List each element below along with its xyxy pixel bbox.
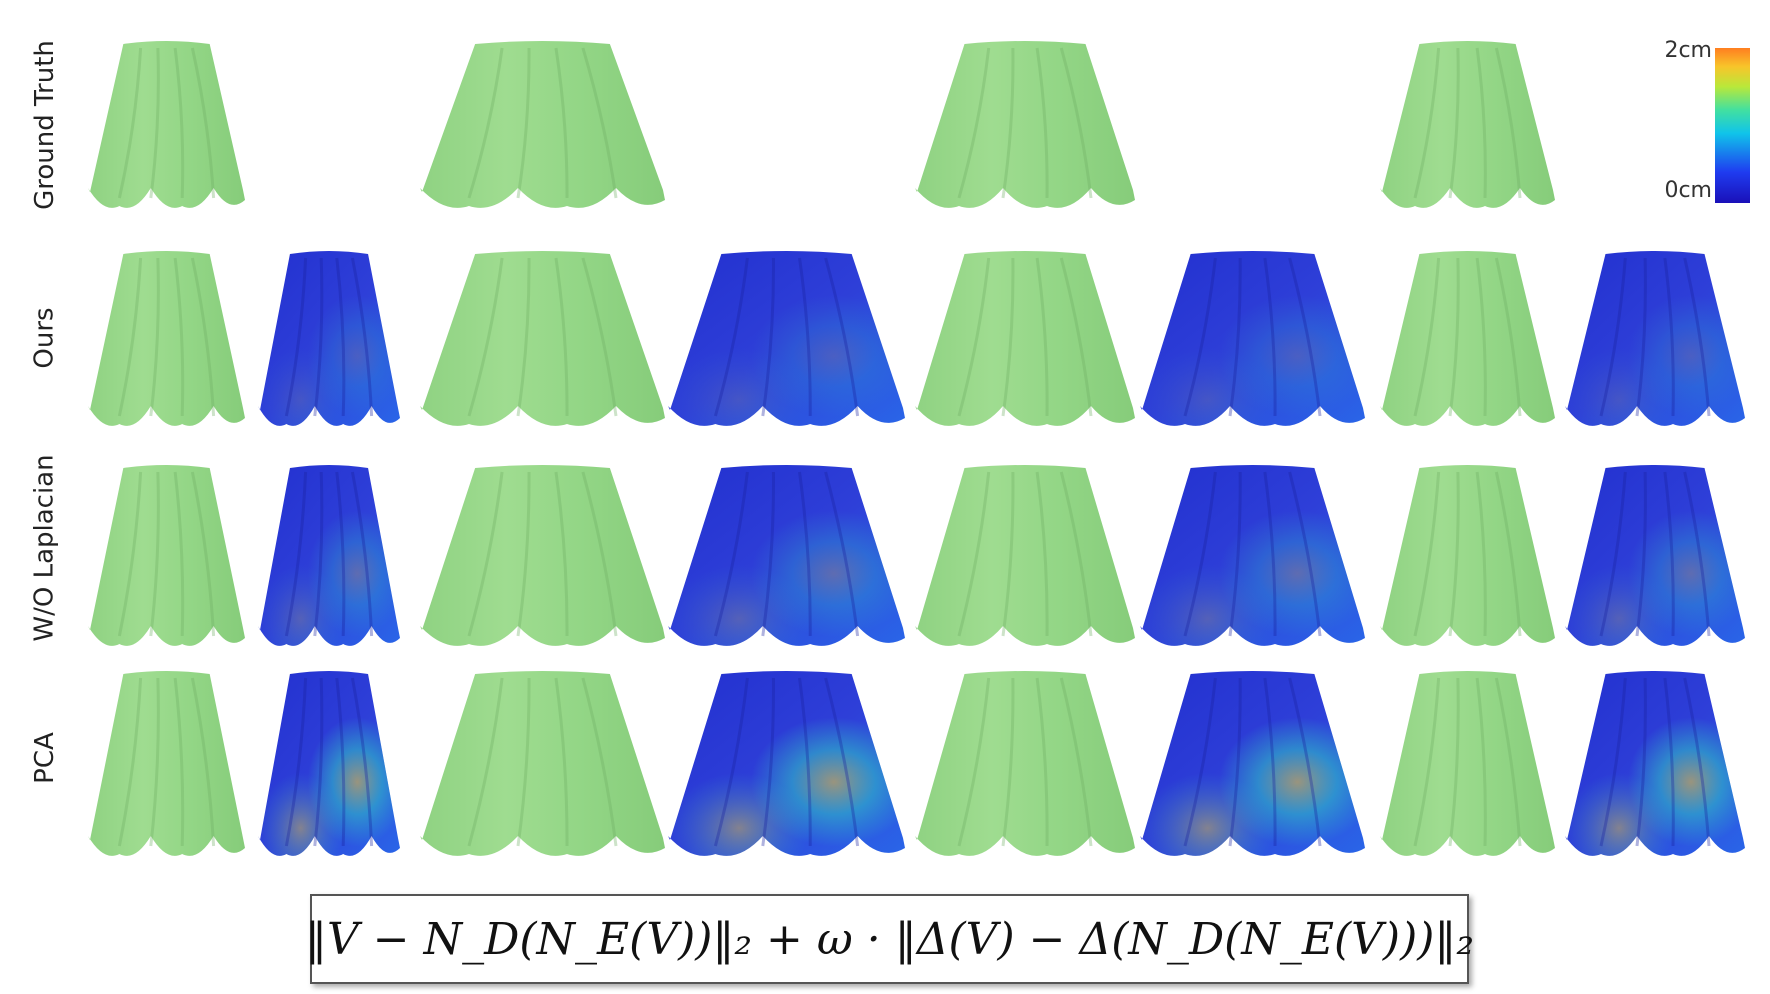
wo-laplacian-skirt-2-mesh — [420, 462, 665, 648]
ground-truth-skirt-3 — [915, 38, 1135, 210]
row-label-ground-truth: Ground Truth — [30, 40, 60, 210]
row-label-ours: Ours — [30, 306, 60, 369]
loss-formula-box: ‖V − N_D(N_E(V))‖₂ + ω · ‖Δ(V) − Δ(N_D(N… — [305, 894, 1474, 984]
ground-truth-skirt-2 — [420, 38, 665, 210]
ours-skirt-4-error-map — [1565, 248, 1745, 428]
ours-skirt-2-error-map — [668, 248, 905, 428]
wo-laplacian-skirt-1-mesh — [88, 462, 245, 648]
wo-laplacian-skirt-3-mesh — [915, 462, 1135, 648]
pca-skirt-3-mesh — [915, 668, 1135, 858]
pca-skirt-3-error-map — [1140, 668, 1365, 858]
pca-skirt-1-error-map — [258, 668, 400, 858]
pca-skirt-2-error-map — [668, 668, 905, 858]
ours-skirt-1-error-map — [258, 248, 400, 428]
ground-truth-skirt-4 — [1380, 38, 1555, 210]
colorbar-max-label: 2cm — [1664, 38, 1712, 63]
pca-skirt-1-mesh — [88, 668, 245, 858]
pca-skirt-4-error-map — [1565, 668, 1745, 858]
colorbar-min-label: 0cm — [1664, 178, 1712, 203]
pca-skirt-2-mesh — [420, 668, 665, 858]
ground-truth-skirt-1 — [88, 38, 245, 210]
pca-skirt-4-mesh — [1380, 668, 1555, 858]
ours-skirt-2-mesh — [420, 248, 665, 428]
ours-skirt-4-mesh — [1380, 248, 1555, 428]
wo-laplacian-skirt-3-error-map — [1140, 462, 1365, 648]
wo-laplacian-skirt-2-error-map — [668, 462, 905, 648]
row-label-pca: PCA — [30, 731, 60, 784]
wo-laplacian-skirt-4-error-map — [1565, 462, 1745, 648]
ours-skirt-3-mesh — [915, 248, 1135, 428]
ours-skirt-3-error-map — [1140, 248, 1365, 428]
row-label-wo-laplacian: W/O Laplacian — [30, 453, 60, 642]
wo-laplacian-skirt-1-error-map — [258, 462, 400, 648]
ours-skirt-1-mesh — [88, 248, 245, 428]
error-colorbar — [1715, 48, 1750, 203]
wo-laplacian-skirt-4-mesh — [1380, 462, 1555, 648]
loss-formula: ‖V − N_D(N_E(V))‖₂ + ω · ‖Δ(V) − Δ(N_D(N… — [304, 913, 1475, 965]
